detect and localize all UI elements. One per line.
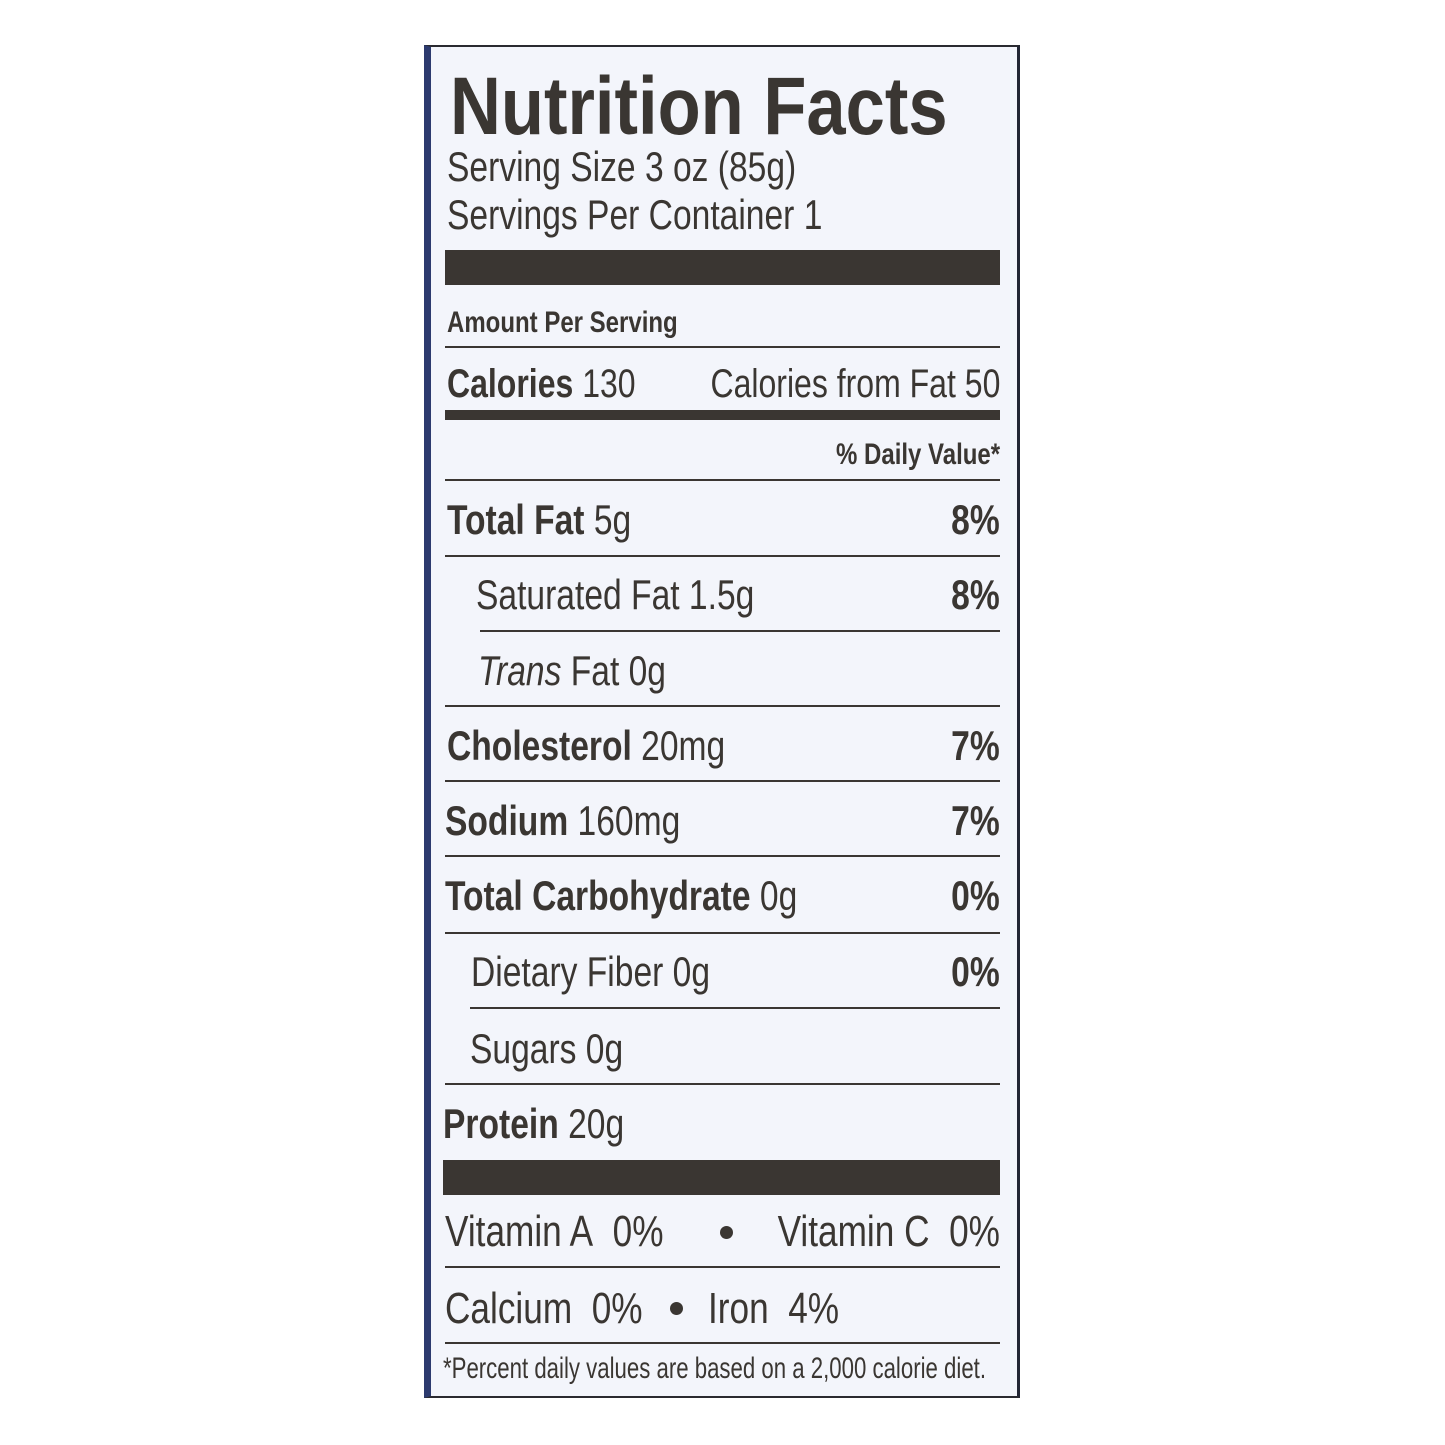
nutrient-row-total-fat: Total Fat 5g [447, 499, 631, 541]
divider [470, 1007, 1000, 1009]
nutrient-label: Protein [443, 1100, 559, 1147]
nutrient-row-sugars: Sugars 0g [470, 1028, 623, 1070]
nutrient-label: Cholesterol [447, 722, 632, 769]
vitamin-label: Vitamin C [777, 1207, 930, 1256]
nutrient-dv: 0% [951, 948, 1000, 995]
nutrient-label: Saturated Fat [476, 571, 680, 618]
amount-per-serving: Amount Per Serving [447, 306, 678, 339]
calories-label: Calories [447, 362, 574, 406]
nutrient-label: Sodium [445, 797, 569, 844]
nutrient-amount: 1.5g [688, 571, 755, 618]
nutrient-amount: 0g [759, 872, 798, 919]
bullet-icon [670, 1302, 683, 1315]
vitamin-value: 4% [788, 1284, 840, 1333]
calories-value: 130 [582, 362, 636, 406]
divider [445, 855, 1000, 857]
nutrient-row-sodium: Sodium 160mg [445, 800, 680, 842]
divider [445, 1083, 1000, 1085]
vitamin-value: 0% [949, 1207, 1000, 1256]
nutrient-label: Fat [570, 647, 620, 694]
nutrient-row-trans-fat: Trans Fat 0g [478, 650, 666, 692]
medium-divider [445, 410, 1000, 420]
vitamin-label: Vitamin A [445, 1207, 594, 1256]
calories-row: Calories 130 [447, 364, 636, 404]
nutrient-row-total-carbohydrate: Total Carbohydrate 0g [445, 875, 797, 917]
calories-from-fat: Calories from Fat 50 [710, 364, 1000, 404]
nutrient-row-cholesterol: Cholesterol 20mg [447, 725, 725, 767]
nutrient-label: Dietary Fiber [471, 948, 664, 995]
vitamin-value: 0% [591, 1284, 643, 1333]
divider [445, 555, 1000, 557]
vitamin-a: Vitamin A 0% [445, 1210, 664, 1254]
nutrient-row-dietary-fiber: Dietary Fiber 0g [471, 951, 710, 993]
nutrient-amount: 0g [585, 1025, 624, 1072]
serving-size: Serving Size 3 oz (85g) [447, 143, 797, 190]
nutrient-dv: 7% [951, 722, 1000, 769]
divider [445, 479, 1000, 481]
divider [445, 705, 1000, 707]
nutrient-label: Total Carbohydrate [445, 872, 751, 919]
nutrient-amount: 0g [672, 948, 711, 995]
bullet-icon [720, 1226, 733, 1239]
nutrient-dv: 0% [951, 872, 1000, 919]
iron: Iron 4% [708, 1287, 839, 1331]
divider [480, 630, 1000, 632]
nutrient-row-saturated-fat: Saturated Fat 1.5g [476, 574, 754, 616]
divider [445, 932, 1000, 934]
divider [445, 1342, 1000, 1344]
nutrient-amount: 20mg [641, 722, 726, 769]
divider [445, 346, 1000, 348]
divider [445, 780, 1000, 782]
divider [445, 1266, 1000, 1268]
vitamin-label: Calcium [445, 1284, 573, 1333]
thick-divider [445, 250, 1000, 285]
vitamin-c: Vitamin C 0% [778, 1210, 1000, 1254]
nutrient-label: Total Fat [447, 496, 585, 543]
nutrient-amount: 160mg [577, 797, 681, 844]
nutrient-dv: 8% [951, 496, 1000, 543]
vitamin-value: 0% [612, 1207, 664, 1256]
calories-from-fat-label: Calories from Fat [710, 362, 956, 406]
daily-value-header: % Daily Value* [835, 438, 1000, 471]
vitamin-label: Iron [708, 1284, 769, 1333]
footnote: *Percent daily values are based on a 2,0… [443, 1352, 987, 1385]
nutrient-dv: 7% [951, 797, 1000, 844]
thick-divider [443, 1160, 1000, 1195]
nutrient-amount: 5g [593, 496, 632, 543]
nutrient-label: Sugars [470, 1025, 577, 1072]
nutrient-dv: 8% [951, 571, 1000, 618]
nutrient-amount: 0g [628, 647, 666, 694]
label-title: Nutrition Facts [450, 61, 948, 152]
calcium: Calcium 0% [445, 1287, 643, 1331]
calories-from-fat-value: 50 [964, 362, 1000, 406]
nutrient-amount: 20g [568, 1100, 625, 1147]
nutrient-label-italic: Trans [478, 647, 562, 694]
servings-per-container: Servings Per Container 1 [447, 191, 823, 238]
nutrient-row-protein: Protein 20g [443, 1103, 624, 1145]
